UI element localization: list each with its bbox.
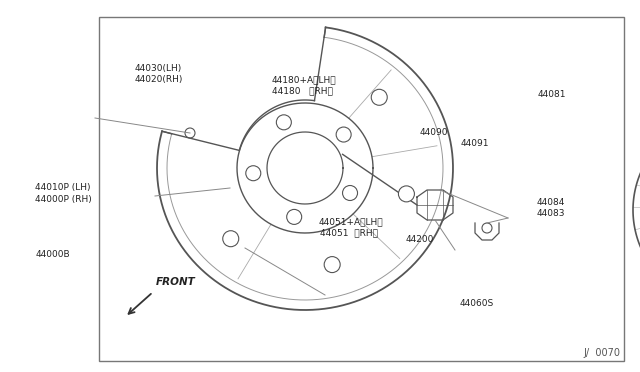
Text: 44180+A〈LH〉: 44180+A〈LH〉 — [272, 76, 337, 84]
Text: 44081: 44081 — [538, 90, 566, 99]
Circle shape — [287, 209, 301, 224]
Circle shape — [399, 186, 415, 202]
Text: 44051+A〈LH〉: 44051+A〈LH〉 — [318, 217, 383, 226]
Text: J/  0070: J/ 0070 — [583, 348, 620, 358]
Text: 44200: 44200 — [406, 235, 434, 244]
Text: FRONT: FRONT — [156, 277, 196, 287]
Circle shape — [336, 127, 351, 142]
Circle shape — [246, 166, 260, 181]
Circle shape — [342, 186, 358, 201]
Text: 44083: 44083 — [536, 209, 565, 218]
Text: 44090: 44090 — [419, 128, 448, 137]
Text: 44091: 44091 — [461, 139, 490, 148]
Circle shape — [371, 89, 387, 105]
Circle shape — [482, 223, 492, 233]
Text: 44060S: 44060S — [460, 299, 494, 308]
Text: 44020(RH): 44020(RH) — [134, 76, 183, 84]
Circle shape — [185, 128, 195, 138]
Text: 44010P (LH): 44010P (LH) — [35, 183, 91, 192]
Circle shape — [276, 115, 291, 130]
Text: 44084: 44084 — [536, 198, 564, 207]
Text: 44180   〈RH〉: 44180 〈RH〉 — [272, 87, 333, 96]
Text: 44000P (RH): 44000P (RH) — [35, 195, 92, 203]
Text: 44051  〈RH〉: 44051 〈RH〉 — [320, 228, 378, 237]
Circle shape — [324, 257, 340, 273]
Bar — [99, 17, 624, 361]
Text: 44030(LH): 44030(LH) — [134, 64, 182, 73]
Circle shape — [223, 231, 239, 247]
Text: 44000B: 44000B — [35, 250, 70, 259]
